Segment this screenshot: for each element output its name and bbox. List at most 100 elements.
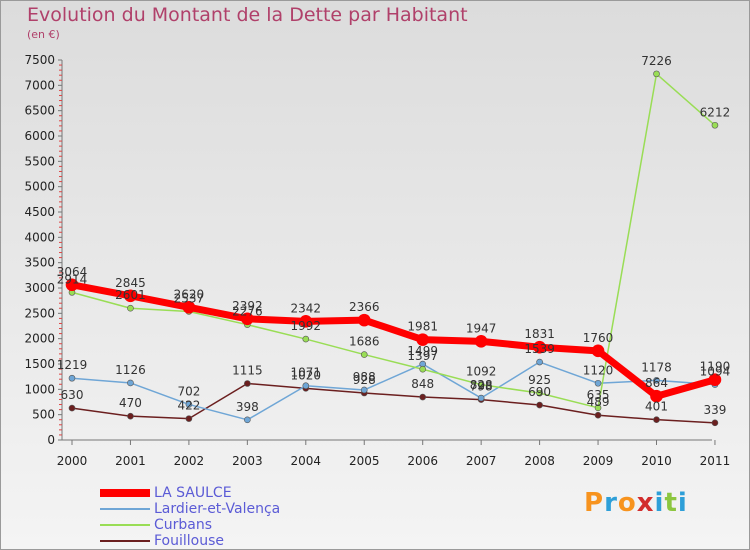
data-point-lardier-et-valen-a — [68, 374, 76, 382]
y-tick-label: 3000 — [24, 281, 55, 295]
data-point-lardier-et-valen-a — [477, 394, 485, 402]
data-point-lardier-et-valen-a — [360, 386, 368, 394]
x-tick-label: 2010 — [641, 454, 672, 468]
data-point-lardier-et-valen-a — [594, 379, 602, 387]
data-label-fouillouse: 848 — [411, 377, 434, 391]
data-point-la-saulce — [299, 315, 313, 328]
legend-swatch-la-saulce — [100, 489, 150, 497]
series-line-la-saulce — [68, 281, 719, 400]
data-point-la-saulce — [357, 313, 371, 327]
logo-letter: o — [617, 488, 637, 518]
data-label-la-saulce: 864 — [645, 376, 668, 390]
data-point-la-saulce — [416, 333, 430, 346]
data-label-la-saulce: 1190 — [700, 360, 731, 374]
x-tick-label: 2002 — [174, 454, 205, 468]
series-line-curbans — [71, 73, 716, 409]
data-point-curbans — [127, 304, 134, 312]
data-label-fouillouse: 690 — [528, 385, 551, 399]
data-point-fouillouse — [244, 380, 251, 387]
data-label-curbans: 925 — [528, 373, 551, 387]
data-point-la-saulce — [591, 344, 605, 358]
x-tick-label: 2006 — [407, 454, 438, 468]
data-label-curbans: 1397 — [407, 349, 438, 363]
x-tick-label: 2000 — [57, 454, 88, 468]
data-label-la-saulce: 2366 — [349, 300, 380, 314]
y-tick-label: 1000 — [24, 382, 55, 396]
y-tick-label: 5500 — [24, 154, 55, 168]
data-label-curbans: 7226 — [641, 54, 672, 68]
data-label-fouillouse: 1020 — [291, 368, 322, 382]
line-chart: 0 500 1000 1500 2000 2500 3000 3500 4000 4500 5000… — [24, 53, 731, 468]
y-tick-label: 6500 — [24, 104, 55, 118]
data-label-fouillouse: 630 — [61, 388, 84, 402]
data-label-curbans: 2276 — [232, 305, 263, 319]
data-label-lardier-et-valen-a: 1178 — [641, 360, 672, 374]
data-point-la-saulce — [182, 300, 196, 314]
legend-swatch-lardier-et-valen-a — [100, 508, 150, 510]
legend-label-fouillouse: Fouillouse — [154, 533, 225, 549]
logo-letter: P — [584, 488, 605, 518]
data-point-curbans — [419, 365, 427, 373]
data-point-fouillouse — [594, 411, 602, 419]
data-label-curbans: 2914 — [57, 272, 88, 286]
data-point-la-saulce — [65, 278, 79, 292]
data-point-la-saulce — [533, 340, 546, 354]
y-tick-label: 7000 — [24, 78, 55, 92]
data-label-lardier-et-valen-a: 398 — [236, 400, 259, 414]
data-label-curbans: 635 — [587, 388, 610, 402]
data-label-curbans: 1686 — [349, 335, 380, 349]
data-point-lardier-et-valen-a — [127, 379, 134, 387]
data-label-lardier-et-valen-a: 1120 — [583, 363, 614, 377]
data-point-lardier-et-valen-a — [653, 377, 660, 384]
data-point-fouillouse — [653, 416, 660, 423]
data-label-lardier-et-valen-a: 1094 — [700, 365, 731, 379]
data-point-curbans — [360, 351, 368, 358]
data-point-fouillouse — [711, 419, 719, 427]
data-point-la-saulce — [474, 335, 488, 348]
data-label-la-saulce: 2342 — [291, 301, 322, 315]
x-tick-label: 2007 — [466, 454, 497, 468]
data-label-fouillouse: 339 — [703, 403, 726, 417]
data-label-fouillouse: 798 — [470, 380, 493, 394]
data-label-fouillouse: 422 — [177, 399, 200, 413]
series-line-lardier-et-valen-a — [71, 361, 716, 421]
y-tick-label: 1500 — [24, 357, 55, 371]
data-label-curbans: 1992 — [291, 319, 322, 333]
y-tick-label: 500 — [32, 408, 55, 422]
unit-label: (en €) — [27, 28, 60, 41]
data-label-fouillouse: 1115 — [232, 364, 263, 378]
logo-letter: x — [636, 488, 655, 518]
x-tick-label: 2004 — [291, 454, 322, 468]
data-point-fouillouse — [536, 401, 543, 409]
data-label-lardier-et-valen-a: 1499 — [407, 344, 438, 358]
data-label-lardier-et-valen-a: 1219 — [57, 358, 88, 372]
legend-label-lardier-et-valen-a: Lardier-et-Valença — [154, 501, 281, 517]
data-label-la-saulce: 2620 — [174, 287, 205, 301]
y-tick-label: 4000 — [24, 230, 55, 244]
y-tick-label: 3500 — [24, 256, 55, 270]
data-label-lardier-et-valen-a: 1126 — [115, 363, 146, 377]
data-label-la-saulce: 1831 — [524, 327, 555, 341]
data-point-curbans — [594, 404, 602, 412]
proxiti-logo: Proxiti — [584, 488, 688, 518]
data-point-fouillouse — [68, 404, 76, 412]
data-label-curbans: 1092 — [466, 365, 497, 379]
chart-title: Evolution du Montant de la Dette par Hab… — [27, 4, 468, 26]
legend-swatch-fouillouse — [100, 540, 150, 542]
data-label-fouillouse: 470 — [119, 396, 142, 410]
legend-label-la-saulce: LA SAULCE — [154, 485, 232, 501]
data-point-fouillouse — [419, 393, 427, 401]
data-label-lardier-et-valen-a: 988 — [353, 370, 376, 384]
logo-letter: i — [654, 488, 665, 518]
x-tick-label: 2008 — [524, 454, 555, 468]
data-label-fouillouse: 401 — [645, 400, 668, 414]
y-tick-label: 2000 — [24, 332, 55, 346]
y-tick-label: 2500 — [24, 306, 55, 320]
x-tick-label: 2005 — [349, 454, 380, 468]
y-tick-label: 0 — [47, 433, 55, 447]
data-label-la-saulce: 2392 — [232, 299, 263, 313]
data-point-fouillouse — [127, 412, 134, 420]
data-point-lardier-et-valen-a — [185, 401, 193, 408]
data-point-fouillouse — [185, 415, 193, 422]
data-point-curbans — [477, 381, 485, 388]
